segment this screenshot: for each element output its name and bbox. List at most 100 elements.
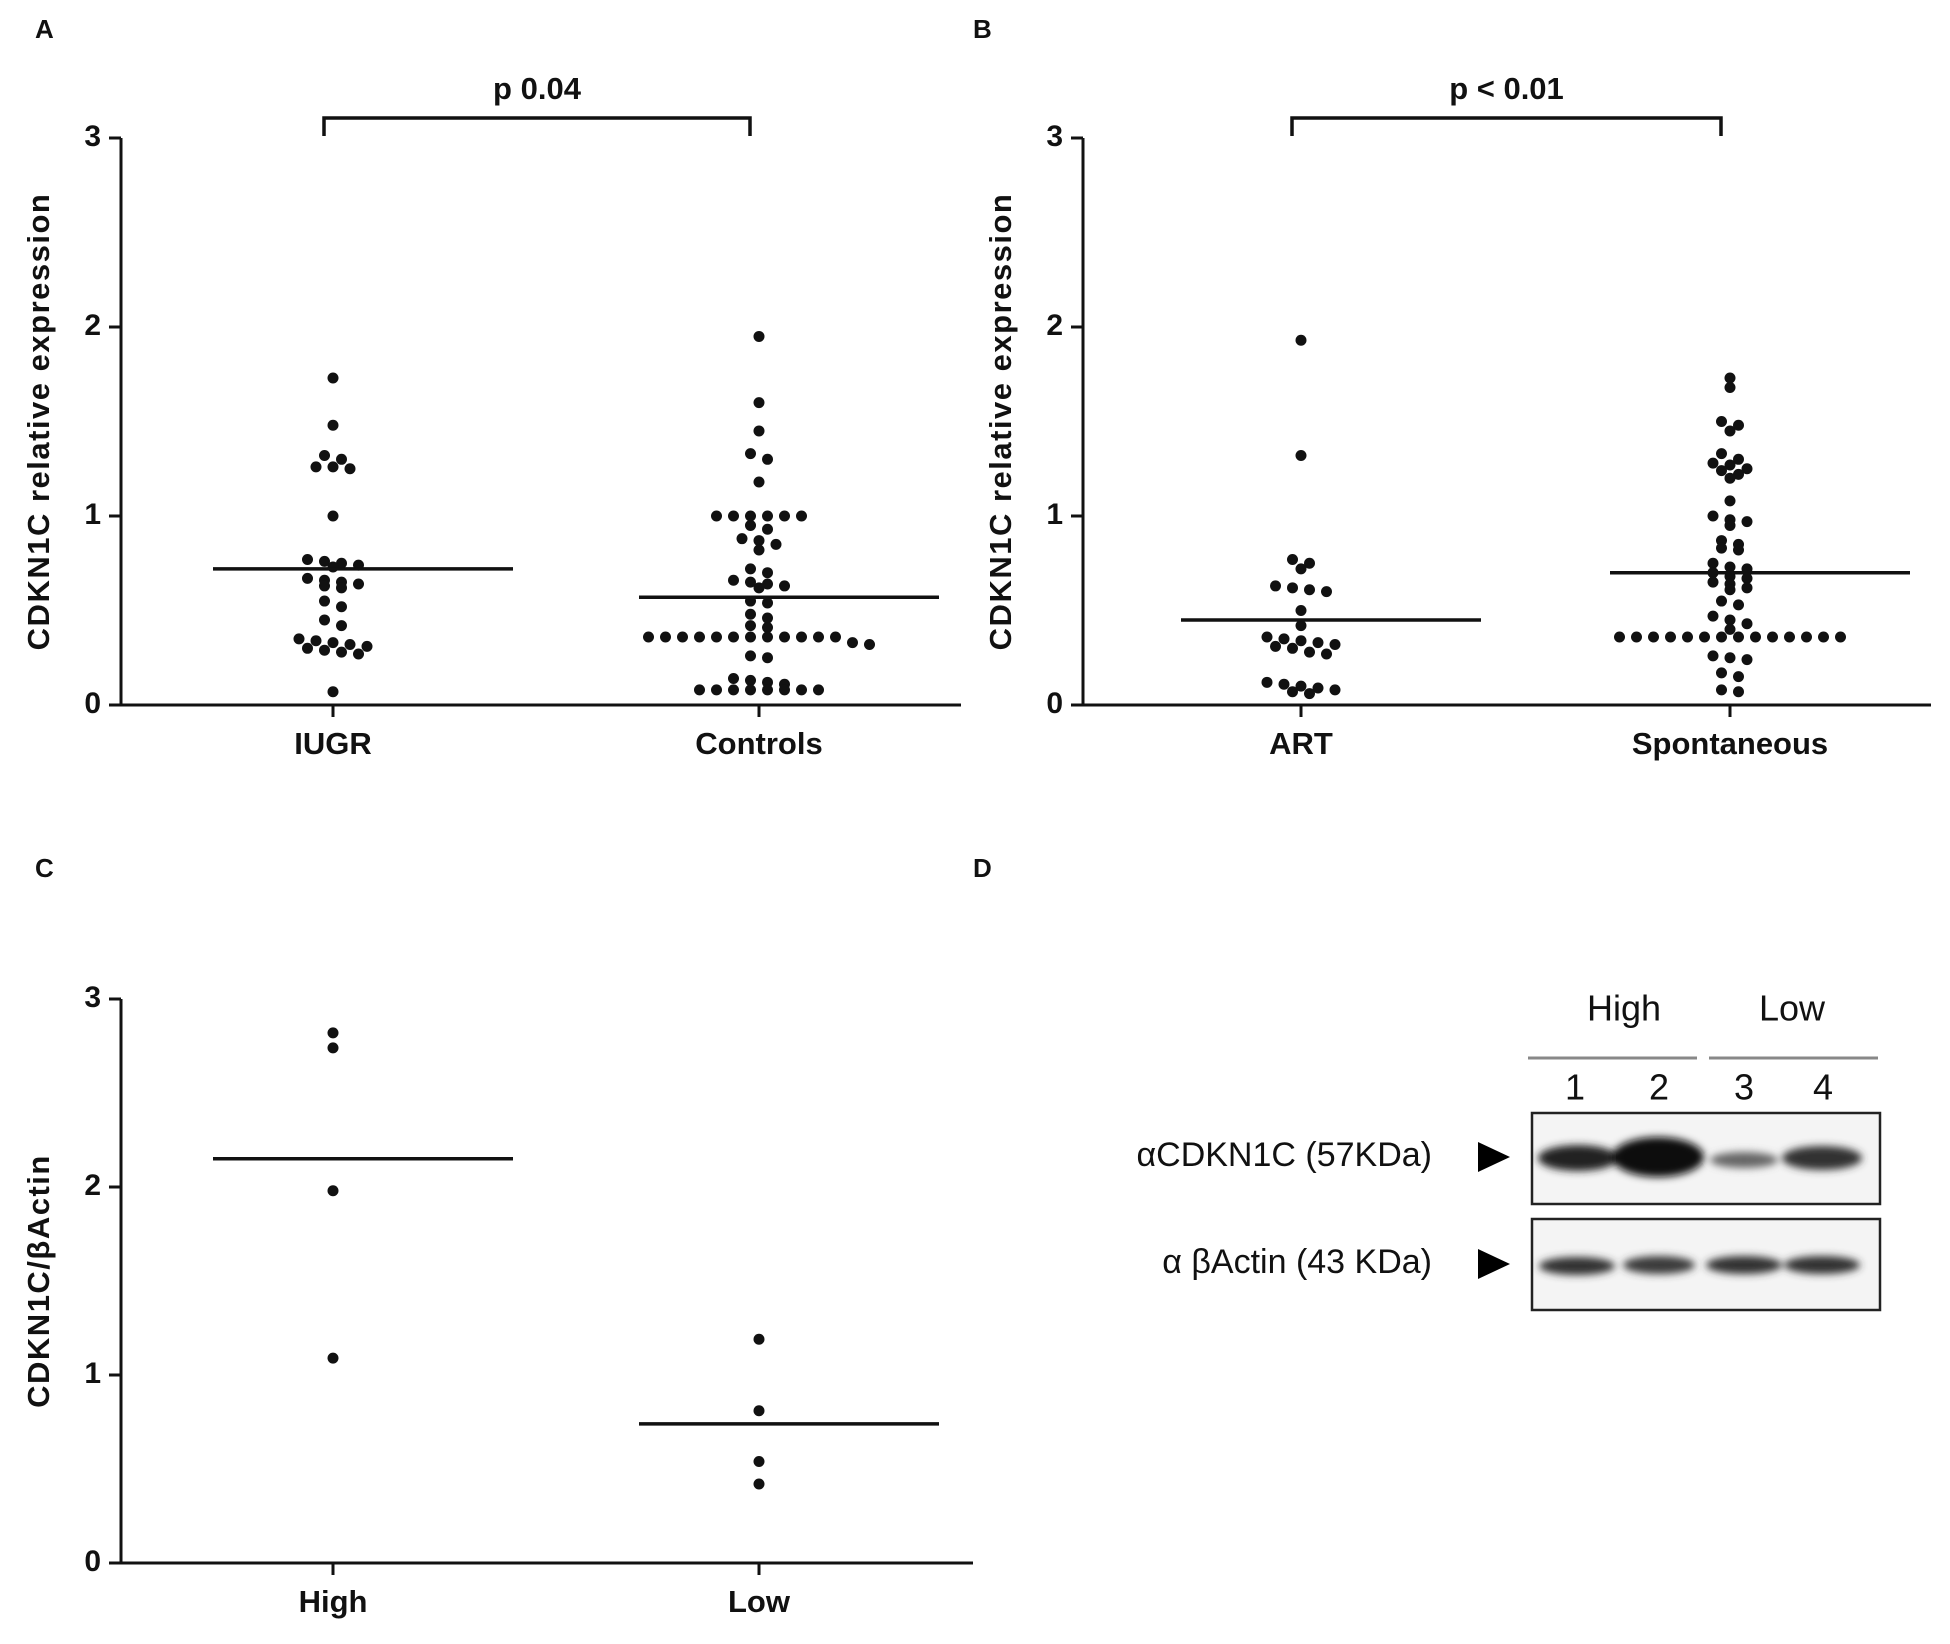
lane-label: 3 (1734, 1067, 1754, 1108)
band (1782, 1146, 1862, 1170)
western-blot: D High Low 1 2 3 4 αCDKN1C (57KDa) α βAc… (973, 853, 1882, 1312)
y-tick-label: 2 (1046, 309, 1063, 342)
data-point (1724, 495, 1736, 507)
data-point (1733, 544, 1744, 556)
chart: B CDKN1C relative expression 0 1 2 3 ART Sponta… (973, 14, 1931, 761)
data-point (779, 631, 790, 643)
y-tick-label: 1 (84, 498, 101, 531)
data-point (353, 648, 364, 660)
data-point (762, 578, 773, 590)
data-point (1304, 646, 1315, 658)
data-point (1716, 542, 1727, 554)
data-point (753, 544, 765, 556)
data-point (1295, 450, 1307, 462)
data-point (753, 535, 765, 547)
data-point (711, 684, 722, 696)
band (1539, 1257, 1615, 1275)
data-point (327, 1027, 339, 1039)
data-point (327, 1185, 339, 1197)
panel-label: B (973, 14, 992, 44)
data-point (1733, 453, 1744, 465)
data-point (353, 578, 364, 590)
data-point (1287, 686, 1298, 698)
bands (1538, 1137, 1862, 1275)
data-point (1278, 678, 1290, 690)
data-point (1724, 425, 1736, 437)
data-point (694, 684, 705, 696)
data-point (745, 608, 756, 620)
data-point (1724, 623, 1736, 635)
lane-label: 4 (1813, 1067, 1833, 1108)
data-point (745, 519, 756, 531)
data-point (1665, 631, 1676, 643)
data-point (1784, 631, 1795, 643)
lane-label: 2 (1649, 1067, 1669, 1108)
y-tick-label: 3 (84, 981, 101, 1014)
data-point (762, 652, 773, 664)
data-point (1733, 671, 1744, 683)
panel-label: C (35, 853, 54, 883)
data-point (1321, 648, 1332, 660)
data-point (762, 684, 773, 696)
data-point (1733, 631, 1744, 643)
arrow (1478, 1142, 1510, 1172)
data-point (762, 453, 773, 465)
data-point (1304, 557, 1315, 569)
data-point (779, 510, 790, 522)
data-point (1733, 419, 1744, 431)
x-tick-label: ART (1269, 726, 1333, 761)
data-point (327, 419, 339, 431)
data-point (1304, 688, 1315, 700)
data-point (1750, 631, 1761, 643)
data-point (762, 523, 773, 535)
data-point (847, 637, 858, 649)
x-tick-label: Spontaneous (1632, 726, 1828, 761)
data-point (1716, 448, 1727, 460)
data-point (745, 563, 756, 575)
data-point (728, 631, 739, 643)
y-tick-label: 3 (84, 120, 101, 153)
data-point (813, 684, 824, 696)
data-point (753, 1478, 765, 1490)
data-point (336, 582, 347, 594)
data-point (1716, 595, 1727, 607)
data-point (796, 684, 807, 696)
data-point (745, 510, 756, 522)
data-point (813, 631, 824, 643)
data-point (1716, 684, 1727, 696)
data-point (1295, 635, 1307, 647)
data-point (1278, 633, 1290, 645)
data-point (1818, 631, 1829, 643)
data-point (1707, 457, 1719, 469)
data-point (1716, 416, 1727, 427)
data-point (864, 639, 875, 651)
data-point (1329, 684, 1341, 696)
data-point (336, 453, 347, 465)
data-point (753, 476, 765, 488)
data-point (319, 580, 330, 592)
data-point (327, 461, 339, 473)
group-label: High (1587, 988, 1661, 1029)
data-point (1724, 614, 1736, 626)
data-point (344, 463, 356, 475)
data-point (745, 620, 756, 632)
data-point (319, 450, 330, 462)
data-point (753, 425, 765, 437)
data-point (1724, 519, 1736, 531)
annotation: p 0.04 (493, 71, 582, 106)
data-point (762, 631, 773, 643)
data-point (1741, 654, 1753, 666)
data-point (736, 533, 748, 545)
data-point (1716, 631, 1727, 643)
data-point (1295, 605, 1307, 616)
data-point (711, 510, 722, 522)
x-tick-label: Controls (695, 726, 822, 761)
data-point (1270, 580, 1281, 592)
data-point (1801, 631, 1812, 643)
data-point (1614, 631, 1625, 643)
y-tick-label: 0 (1046, 687, 1063, 720)
data-point (1707, 557, 1719, 569)
data-point (293, 633, 305, 645)
x-tick-label: Low (728, 1584, 791, 1619)
data-point (1724, 472, 1736, 484)
